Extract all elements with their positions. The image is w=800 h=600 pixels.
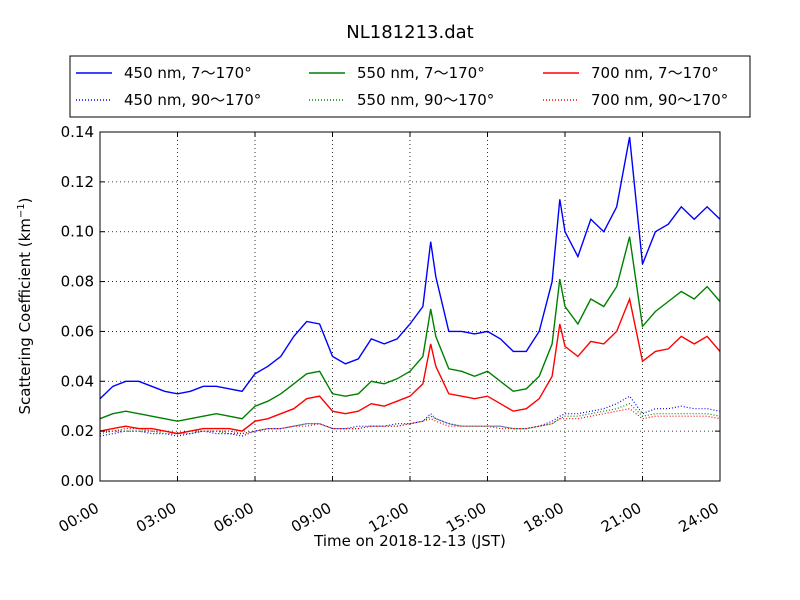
- legend-label-1: 450 nm, 90～170°: [124, 91, 261, 109]
- x-tick-labels: 00:00 03:00 06:00 09:00 12:00 15:00 18:00 21:00…: [56, 499, 722, 536]
- x-tick-label: 06:00: [211, 499, 257, 536]
- y-axis-label-close: ): [16, 197, 34, 203]
- y-tick-label: 0.04: [61, 372, 94, 390]
- legend-label-0: 450 nm, 7～170°: [124, 64, 252, 82]
- x-tick-label: 03:00: [133, 499, 179, 536]
- y-tick-label: 0.00: [61, 472, 94, 490]
- series-line-1: [99, 395, 721, 437]
- legend-frame: [69, 55, 751, 118]
- y-tick-label: 0.10: [61, 223, 94, 241]
- x-tick-label: 24:00: [676, 499, 722, 536]
- y-tick-label: 0.14: [61, 123, 94, 141]
- legend-label-4: 700 nm, 7～170°: [591, 64, 719, 82]
- y-axis-label-superscript: −1: [16, 203, 27, 218]
- y-tick-labels: 0.00 0.02 0.04 0.06 0.08 0.10 0.12 0.14: [61, 123, 94, 490]
- legend-label-2: 550 nm, 7～170°: [357, 64, 485, 82]
- series-line-4: [99, 296, 721, 435]
- y-tick-label: 0.02: [61, 422, 94, 440]
- x-axis-label: Time on 2018-12-13 (JST): [313, 532, 506, 550]
- chart-title: NL181213.dat: [346, 22, 473, 43]
- legend-label-3: 550 nm, 90～170°: [357, 91, 494, 109]
- ticks: [99, 131, 721, 482]
- series-layer: [99, 136, 721, 437]
- y-axis-label-main: Scattering Coefficient (km: [16, 218, 34, 414]
- x-tick-label: 15:00: [443, 499, 489, 536]
- y-tick-label: 0.12: [61, 173, 94, 191]
- x-tick-label: 09:00: [288, 499, 334, 536]
- x-tick-label: 21:00: [598, 499, 644, 536]
- x-tick-label: 12:00: [366, 499, 412, 536]
- x-tick-label: 18:00: [521, 499, 567, 536]
- y-tick-label: 0.06: [61, 322, 94, 340]
- legend: 450 nm, 7～170° 450 nm, 90～170° 550 nm, 7～1…: [69, 55, 751, 118]
- series-line-5: [100, 408, 721, 435]
- x-tick-label: 00:00: [56, 499, 102, 536]
- y-axis-label: Scattering Coefficient (km−1): [16, 197, 34, 414]
- series-line-0: [99, 136, 721, 400]
- y-tick-label: 0.08: [61, 273, 94, 291]
- legend-label-5: 700 nm, 90～170°: [591, 91, 728, 109]
- series-line-2: [99, 236, 721, 422]
